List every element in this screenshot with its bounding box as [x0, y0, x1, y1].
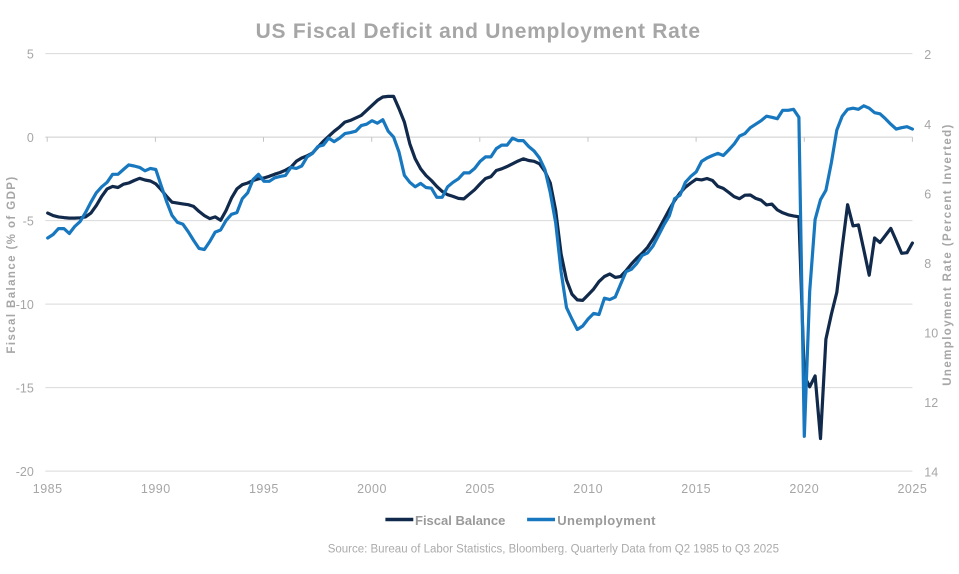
svg-text:-10: -10	[16, 298, 34, 312]
svg-text:2: 2	[924, 48, 931, 62]
svg-text:5: 5	[27, 48, 34, 62]
svg-text:8: 8	[924, 257, 931, 271]
svg-text:Unemployment Rate (Percent Inv: Unemployment Rate (Percent Inverted)	[942, 123, 954, 386]
svg-text:6: 6	[924, 187, 931, 201]
svg-text:Fiscal Balance: Fiscal Balance	[415, 513, 505, 528]
svg-text:1985: 1985	[33, 482, 63, 496]
svg-text:2020: 2020	[789, 482, 819, 496]
svg-text:-5: -5	[23, 215, 34, 229]
svg-text:2025: 2025	[897, 482, 927, 496]
svg-text:-20: -20	[16, 465, 34, 479]
svg-text:Source: Bureau of Labor Statis: Source: Bureau of Labor Statistics, Bloo…	[328, 543, 779, 555]
svg-text:0: 0	[27, 131, 34, 145]
svg-text:4: 4	[924, 118, 931, 132]
svg-text:1990: 1990	[141, 482, 171, 496]
svg-text:2010: 2010	[573, 482, 603, 496]
svg-text:-15: -15	[16, 382, 34, 396]
svg-text:12: 12	[924, 396, 938, 410]
svg-text:2000: 2000	[357, 482, 387, 496]
svg-text:14: 14	[924, 466, 938, 480]
svg-text:10: 10	[924, 327, 938, 341]
svg-text:2005: 2005	[465, 482, 495, 496]
svg-text:US Fiscal Deficit and Unemploy: US Fiscal Deficit and Unemployment Rate	[256, 20, 701, 43]
svg-text:Unemployment: Unemployment	[557, 513, 656, 528]
svg-text:1995: 1995	[249, 482, 279, 496]
svg-text:Fiscal Balance (% of GDP): Fiscal Balance (% of GDP)	[6, 175, 18, 353]
svg-text:2015: 2015	[681, 482, 711, 496]
